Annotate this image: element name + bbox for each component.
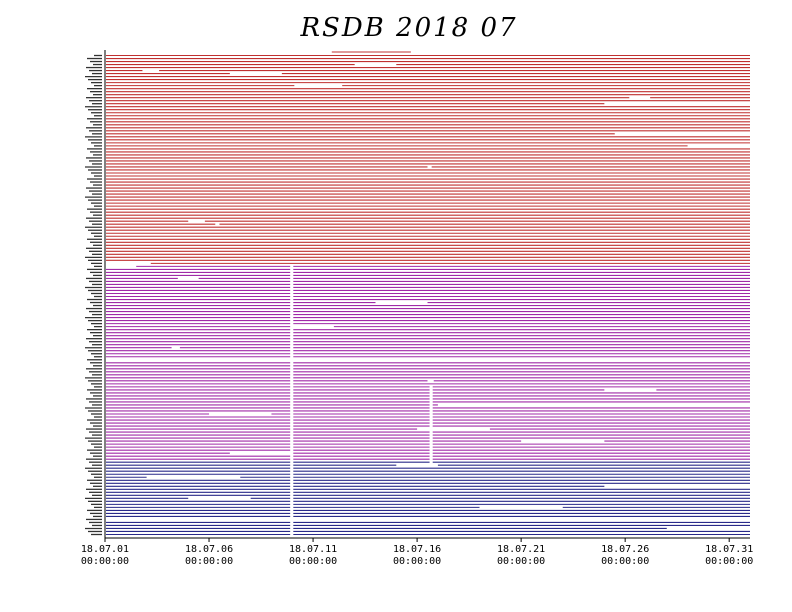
chart-title: RSDB 2018 07 (299, 13, 517, 43)
data-gap (209, 412, 272, 416)
rows-layer (85, 51, 750, 536)
data-gap (479, 505, 563, 509)
data-gap (666, 526, 750, 530)
data-gap (417, 427, 490, 431)
data-gap (105, 358, 750, 362)
data-gap (294, 84, 343, 88)
x-tick-time: 00:00:00 (393, 556, 441, 567)
x-tick-time: 00:00:00 (497, 556, 545, 567)
data-gap (604, 388, 657, 392)
outage-column (429, 385, 433, 464)
x-tick-time: 00:00:00 (81, 556, 129, 567)
outage-column (290, 264, 294, 540)
data-gap (171, 346, 180, 350)
x-tick-date: 18.07.26 (601, 544, 649, 555)
data-gap (427, 379, 434, 383)
data-gap (215, 222, 220, 226)
data-gap (229, 451, 293, 455)
data-gap (604, 484, 750, 488)
data-gap (604, 102, 750, 106)
data-gap (629, 96, 651, 100)
data-gap (105, 264, 137, 268)
x-tick-date: 18.07.01 (81, 544, 129, 555)
data-gap (437, 403, 750, 407)
x-tick-time: 00:00:00 (185, 556, 233, 567)
data-gap (292, 325, 334, 329)
data-gap (427, 165, 432, 169)
data-gap (521, 439, 605, 443)
data-gap (142, 69, 160, 73)
x-tick-date: 18.07.06 (185, 544, 233, 555)
x-axis: 18.07.0100:00:0018.07.0600:00:0018.07.11… (81, 538, 753, 567)
data-gap (229, 72, 282, 76)
x-tick-date: 18.07.21 (497, 544, 545, 555)
x-tick-time: 00:00:00 (601, 556, 649, 567)
data-gap (177, 276, 199, 280)
gaps-layer (105, 63, 750, 540)
data-gap (687, 144, 750, 148)
data-gap (396, 463, 438, 467)
data-gap (105, 261, 151, 265)
data-gap (146, 475, 241, 479)
x-tick-date: 18.07.31 (705, 544, 753, 555)
data-gap (375, 301, 428, 305)
data-gap (614, 132, 750, 136)
x-tick-date: 18.07.11 (289, 544, 337, 555)
data-gap (188, 219, 205, 223)
x-tick-time: 00:00:00 (705, 556, 753, 567)
data-gap (188, 496, 251, 500)
x-tick-time: 00:00:00 (289, 556, 337, 567)
data-gap (354, 63, 397, 67)
x-tick-date: 18.07.16 (393, 544, 441, 555)
axes-frame (104, 50, 750, 539)
data-gap (105, 517, 750, 521)
